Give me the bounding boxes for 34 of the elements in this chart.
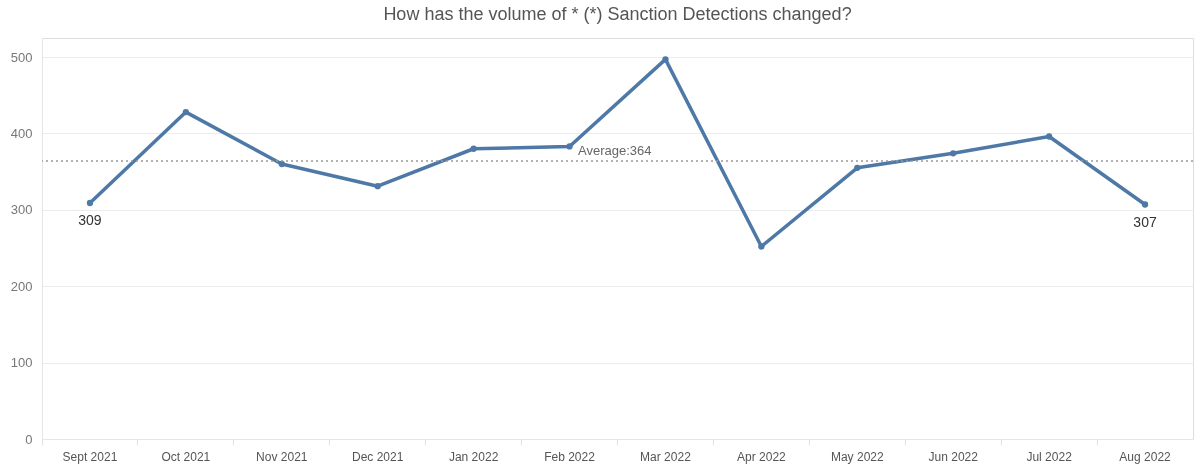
y-tick-label: 300 xyxy=(10,202,33,218)
x-tick-label: Jan 2022 xyxy=(448,449,499,464)
y-tick-label: 100 xyxy=(10,355,33,371)
x-tick-label: May 2022 xyxy=(830,449,884,464)
point xyxy=(566,143,573,150)
x-tick-label: Feb 2022 xyxy=(544,449,596,464)
y-tick-label: 200 xyxy=(10,278,33,294)
y-tick-label: 500 xyxy=(10,49,33,65)
point xyxy=(662,56,669,63)
point xyxy=(374,183,381,190)
x-tick-label: Jul 2022 xyxy=(1026,449,1073,464)
x-tick-label: Jun 2022 xyxy=(928,449,979,464)
data-label: 307 xyxy=(1133,213,1157,230)
point xyxy=(1141,201,1149,208)
x-tick-label: Dec 2021 xyxy=(352,449,404,464)
point xyxy=(950,150,957,157)
ref-line-label: Average:364 xyxy=(578,142,652,158)
point xyxy=(278,160,285,168)
data-label: 309 xyxy=(78,211,102,228)
point xyxy=(758,243,765,250)
x-tick-label: Mar 2022 xyxy=(640,449,692,464)
x-tick-label: Aug 2022 xyxy=(1119,449,1172,464)
y-tick-label: 0 xyxy=(25,431,33,447)
y-tick-label: 400 xyxy=(10,125,33,141)
chart-title: How has the volume of * (*) Sanction Detections changed? xyxy=(383,4,852,24)
x-tick-label: Oct 2021 xyxy=(161,449,211,464)
point xyxy=(182,108,190,116)
point xyxy=(1045,133,1053,140)
x-tick-label: Nov 2021 xyxy=(256,449,308,464)
point xyxy=(854,164,861,171)
point xyxy=(86,199,94,207)
x-tick-label: Sept 2021 xyxy=(62,449,118,464)
point xyxy=(470,145,477,152)
x-tick-label: Apr 2022 xyxy=(737,449,787,464)
